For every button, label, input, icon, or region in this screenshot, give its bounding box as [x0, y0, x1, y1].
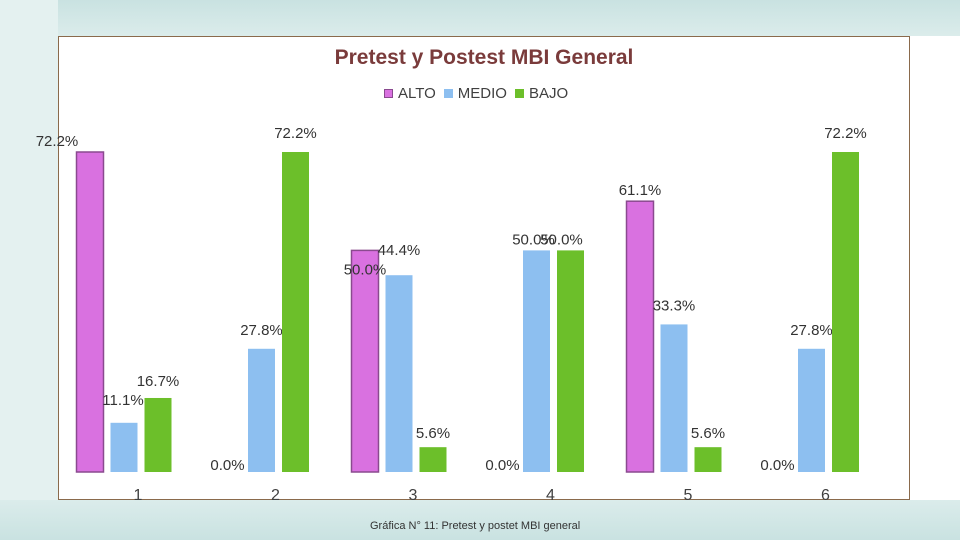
bar-alto-1: [75, 151, 105, 473]
bar-medio-6: [798, 348, 825, 472]
data-label-bajo-5: 5.6%: [691, 425, 725, 442]
data-label-bajo-4: 50.0%: [540, 231, 583, 248]
left-decorative-band: [0, 0, 58, 540]
bar-medio-1: [110, 422, 138, 472]
bar-medio-5: [660, 324, 688, 472]
x-tick-label-4: 4: [546, 487, 555, 504]
legend-swatch-bajo: [514, 88, 524, 98]
bar-alto-5: [625, 200, 655, 473]
legend-label-medio: MEDIO: [457, 84, 507, 102]
data-label-bajo-2: 72.2%: [274, 125, 317, 142]
bar-medio-4: [523, 250, 550, 472]
bar-bajo-6: [832, 152, 859, 472]
bottom-decorative-band: [0, 500, 960, 540]
legend-swatch-alto: [384, 88, 393, 98]
top-decorative-band: [0, 0, 960, 36]
bar-bajo-2: [282, 152, 309, 472]
legend-item-bajo: BAJO: [514, 84, 569, 102]
x-tick-label-5: 5: [684, 487, 693, 504]
data-label-medio-2: 27.8%: [240, 322, 283, 339]
data-label-alto-6: 0.0%: [760, 457, 794, 474]
data-label-medio-1: 11.1%: [102, 392, 143, 409]
legend-label-bajo: BAJO: [528, 84, 569, 102]
data-label-medio-5: 33.3%: [653, 297, 696, 314]
bar-bajo-4: [557, 250, 584, 472]
chart-legend: ALTO MEDIO BAJO: [384, 83, 576, 103]
x-tick-label-2: 2: [271, 487, 280, 504]
data-label-alto-2: 0.0%: [210, 457, 244, 474]
chart-frame: [58, 36, 910, 500]
data-label-alto-4: 0.0%: [485, 457, 519, 474]
x-tick-label-3: 3: [409, 487, 418, 504]
x-tick-label-6: 6: [821, 487, 830, 504]
data-label-bajo-3: 5.6%: [416, 425, 450, 442]
bar-alto-3: [350, 249, 380, 473]
data-label-alto-1: 72.2%: [36, 133, 79, 150]
data-label-medio-4: 50.0%: [512, 231, 555, 248]
bar-bajo-3: [419, 447, 447, 472]
bar-bajo-5: [694, 447, 722, 472]
data-label-alto-5: 61.1%: [619, 182, 662, 199]
legend-item-alto: ALTO: [384, 85, 436, 102]
legend-swatch-medio: [443, 88, 453, 98]
legend-label-alto: ALTO: [398, 84, 436, 102]
data-label-bajo-6: 72.2%: [824, 125, 867, 142]
chart-title: Pretest y Postest MBI General: [334, 46, 634, 69]
chart-caption: Gráfica N° 11: Pretest y postet MBI gene…: [370, 520, 581, 532]
data-label-bajo-1: 16.7%: [137, 373, 180, 390]
bar-medio-3: [385, 275, 413, 472]
bar-bajo-1: [144, 397, 172, 472]
data-label-medio-3: 44.4%: [378, 242, 421, 259]
data-label-alto-3: 50.0%: [344, 261, 387, 278]
legend-item-medio: MEDIO: [443, 84, 507, 102]
bar-medio-2: [248, 348, 275, 472]
x-tick-label-1: 1: [134, 487, 143, 504]
data-label-medio-6: 27.8%: [790, 322, 833, 339]
